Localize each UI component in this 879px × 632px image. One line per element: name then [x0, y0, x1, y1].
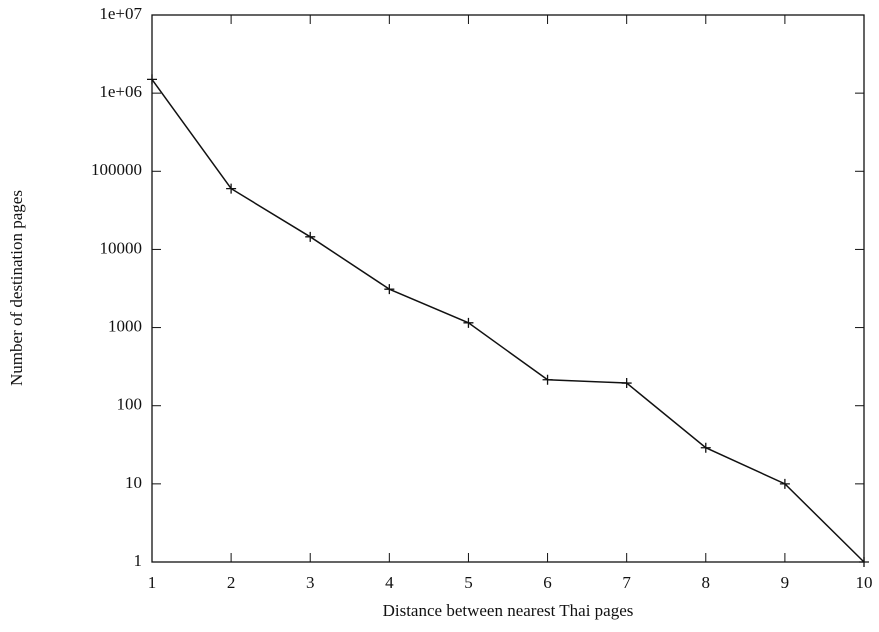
y-tick-label: 10: [125, 473, 142, 492]
y-tick-label: 1e+06: [99, 82, 142, 101]
data-point: [542, 374, 553, 385]
x-tick-label: 9: [781, 573, 790, 592]
y-axis-label: Number of destination pages: [7, 190, 26, 386]
x-tick-label: 3: [306, 573, 315, 592]
x-tick-label: 6: [543, 573, 552, 592]
x-tick-label: 4: [385, 573, 394, 592]
y-tick-label: 100000: [91, 160, 142, 179]
y-tick-label: 10000: [100, 238, 143, 257]
data-point: [384, 284, 395, 295]
y-tick-label: 1e+07: [99, 4, 142, 23]
data-point: [463, 317, 474, 328]
x-axis-label: Distance between nearest Thai pages: [383, 601, 634, 620]
data-point: [621, 378, 632, 389]
x-tick-label: 2: [227, 573, 236, 592]
y-tick-label: 1: [134, 551, 143, 570]
data-point: [226, 183, 237, 194]
x-tick-label: 7: [622, 573, 631, 592]
plot-frame: [151, 14, 865, 563]
data-point: [147, 74, 157, 85]
x-tick-label: 1: [148, 573, 157, 592]
data-point: [700, 442, 711, 453]
x-tick-label: 10: [856, 573, 873, 592]
y-tick-label: 100: [117, 395, 143, 414]
data-point: [305, 231, 316, 242]
data-point: [779, 478, 790, 489]
data-point: [859, 557, 869, 567]
x-tick-label: 8: [702, 573, 711, 592]
y-tick-label: 1000: [108, 316, 142, 335]
data-line: [151, 78, 865, 563]
x-tick-label: 5: [464, 573, 473, 592]
